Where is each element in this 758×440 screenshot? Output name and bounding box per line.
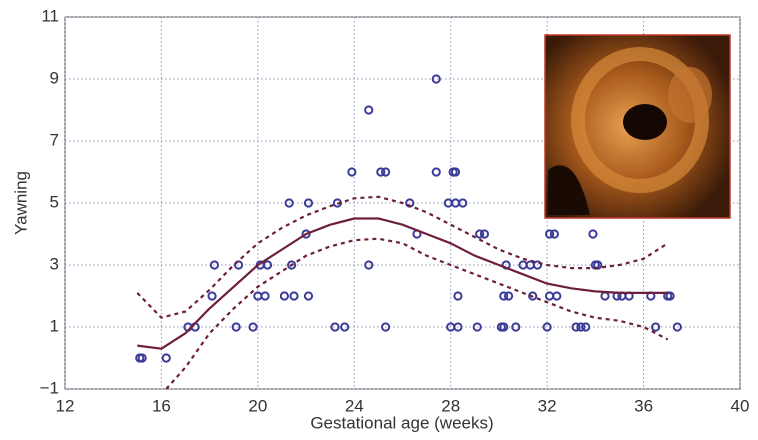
confidence-line <box>136 195 669 319</box>
data-point <box>262 260 273 270</box>
data-point <box>347 167 357 177</box>
y-tick-label: −1 <box>40 378 59 397</box>
data-point <box>289 291 299 301</box>
data-point <box>279 291 289 301</box>
data-point <box>161 353 171 363</box>
y-tick-label: 11 <box>41 6 59 25</box>
data-point <box>301 229 311 239</box>
x-tick-label: 24 <box>345 396 364 415</box>
data-point <box>340 322 350 332</box>
data-point <box>453 322 463 332</box>
data-point <box>303 198 314 208</box>
data-point <box>248 322 258 332</box>
data-point <box>479 229 490 239</box>
y-tick-label: 9 <box>50 68 59 87</box>
data-point <box>511 322 521 332</box>
data-point <box>260 291 270 301</box>
data-point <box>284 198 294 208</box>
data-point <box>672 322 682 332</box>
data-point <box>431 74 441 84</box>
data-point <box>287 260 297 270</box>
data-point <box>303 291 314 301</box>
x-tick-label: 28 <box>441 396 460 415</box>
data-point <box>499 291 509 301</box>
inset-photo <box>544 34 731 219</box>
data-point <box>544 229 555 239</box>
data-point <box>207 291 217 301</box>
data-point <box>532 260 543 270</box>
data-point <box>209 260 220 270</box>
data-point <box>330 322 340 332</box>
data-point <box>137 353 147 363</box>
y-tick-label: 5 <box>50 192 59 211</box>
data-point <box>571 322 581 332</box>
data-point <box>651 322 661 332</box>
data-point <box>233 260 244 270</box>
data-point <box>475 229 485 239</box>
data-point <box>364 105 374 115</box>
data-point <box>472 322 482 332</box>
data-point <box>499 322 509 332</box>
y-axis-label: Yawning <box>11 171 30 235</box>
data-point <box>552 291 562 301</box>
data-point <box>665 291 675 301</box>
data-point <box>542 322 552 332</box>
data-point <box>431 167 441 177</box>
y-tick-label: 3 <box>50 254 59 273</box>
data-point <box>231 322 241 332</box>
x-tick-label: 16 <box>152 396 171 415</box>
x-tick-label: 12 <box>56 396 75 415</box>
x-tick-label: 40 <box>731 396 750 415</box>
y-tick-label: 1 <box>50 316 59 335</box>
data-point <box>549 229 559 239</box>
confidence-line <box>165 237 669 390</box>
x-axis-label: Gestational age (weeks) <box>310 413 493 432</box>
data-point <box>381 322 391 332</box>
data-point <box>503 291 514 301</box>
data-point <box>458 198 468 208</box>
data-point <box>381 167 391 177</box>
x-tick-label: 36 <box>634 396 653 415</box>
fit-line <box>137 217 668 350</box>
data-point <box>450 167 461 177</box>
data-point <box>453 291 463 301</box>
x-tick-label: 20 <box>248 396 267 415</box>
data-point <box>364 260 374 270</box>
data-point <box>576 322 586 332</box>
x-tick-label: 32 <box>538 396 557 415</box>
data-point <box>528 291 538 301</box>
data-point <box>376 167 386 177</box>
data-point <box>581 322 591 332</box>
data-point <box>588 229 598 239</box>
y-tick-label: 7 <box>50 130 59 149</box>
